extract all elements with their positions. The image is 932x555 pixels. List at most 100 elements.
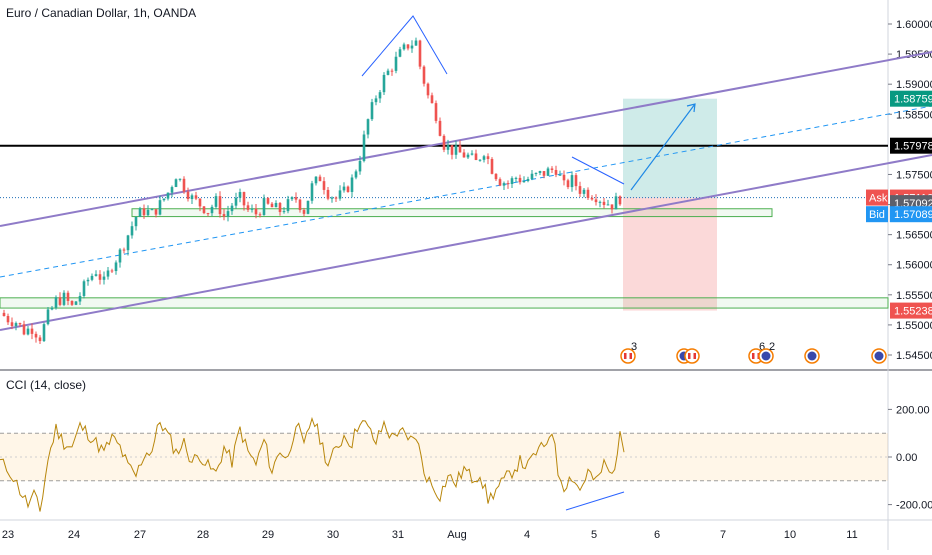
cci-indicator-title[interactable]: CCI (14, close)	[6, 378, 87, 392]
candle-body	[18, 323, 22, 325]
candle-body	[6, 316, 10, 323]
candle-body	[394, 56, 398, 71]
candle-body	[210, 206, 214, 214]
eu-globe-fill	[807, 351, 817, 361]
candle-body	[298, 199, 302, 211]
candle-body	[378, 92, 382, 99]
candle-body	[366, 119, 370, 135]
candle-body	[178, 178, 182, 180]
time-axis-label: 24	[68, 529, 80, 541]
bid-label: Bid	[869, 209, 885, 221]
candle-body	[442, 135, 446, 150]
candle-body	[334, 197, 338, 199]
candle-body	[562, 174, 566, 181]
candle-body	[142, 208, 146, 216]
cci-tick-label: 0.00	[896, 452, 917, 464]
candle-body	[46, 309, 50, 325]
candle-body	[130, 226, 134, 236]
candle-body	[370, 102, 374, 120]
candle-body	[586, 189, 590, 198]
candle-body	[10, 322, 14, 326]
target-price-tag: 1.58759	[894, 94, 932, 106]
candle-body	[502, 183, 506, 186]
candle-body	[94, 274, 98, 276]
price-tick-label: 1.54500	[896, 350, 932, 362]
price-tick-label: 1.60000	[896, 19, 932, 31]
candle-body	[474, 153, 478, 161]
candle-body	[226, 211, 230, 217]
candle-body	[170, 187, 174, 193]
candle-body	[402, 44, 406, 50]
candle-body	[382, 74, 386, 93]
candle-body	[242, 192, 246, 206]
price-tick-label: 1.59000	[896, 79, 932, 91]
candle-body	[418, 40, 422, 67]
candle-body	[254, 208, 258, 215]
candle-body	[138, 208, 142, 217]
candle-body	[578, 186, 582, 194]
candle-body	[494, 173, 498, 180]
peak-chevron-drawing[interactable]	[361, 15, 448, 77]
candle-body	[426, 83, 430, 96]
channel-lower-line[interactable]	[0, 154, 932, 331]
candle-body	[302, 210, 306, 214]
candle-body	[22, 324, 26, 335]
time-axis-label: 4	[524, 529, 530, 541]
candle-body	[354, 171, 358, 178]
candle-body	[282, 211, 286, 213]
candle-body	[270, 203, 274, 208]
candle-body	[102, 276, 106, 280]
candle-body	[470, 153, 474, 155]
candle-body	[414, 40, 418, 46]
time-axis-label: 27	[134, 529, 146, 541]
price-divergence-line[interactable]	[571, 156, 625, 185]
candle-body	[374, 98, 378, 103]
target-price-tag-bg	[890, 90, 932, 107]
time-axis-label: 11	[846, 529, 857, 541]
candle-body	[322, 181, 326, 190]
candle-body	[486, 156, 490, 159]
bid-price-tag: 1.57089	[894, 209, 932, 221]
event-count: 6	[759, 341, 765, 353]
eu-globe-fill	[874, 351, 884, 361]
support-zone-upper[interactable]	[131, 208, 773, 218]
candle-body	[190, 195, 194, 200]
candle-body	[202, 206, 206, 214]
candle-body	[198, 198, 202, 207]
support-zone-lower[interactable]	[0, 297, 889, 309]
resistance-price-tag-bg	[890, 137, 932, 154]
candle-body	[266, 198, 270, 204]
channel-mid-dashed-line[interactable]	[0, 105, 932, 278]
candle-body	[246, 205, 250, 210]
candle-body	[234, 197, 238, 206]
canada-flag-center	[626, 353, 630, 359]
candle-body	[506, 183, 510, 185]
time-axis-label: 23	[2, 529, 14, 541]
candle-body	[422, 66, 426, 84]
channel-upper-line[interactable]	[0, 51, 932, 227]
projection-arrow-head	[686, 103, 696, 113]
candle-body	[34, 333, 38, 338]
stop-price-tag: 1.55238	[894, 306, 932, 318]
candle-body	[446, 145, 450, 150]
candle-body	[598, 201, 602, 203]
candle-body	[618, 196, 622, 205]
cci-line[interactable]	[0, 416, 625, 512]
candle-body	[590, 197, 594, 200]
projection-arrow-line[interactable]	[630, 103, 696, 191]
cci-band	[0, 433, 888, 481]
candle-body	[306, 200, 310, 214]
candle-body	[274, 202, 278, 208]
candle-body	[534, 172, 538, 174]
candle-body	[26, 328, 30, 335]
cci-divergence-line[interactable]	[565, 491, 625, 511]
candle-body	[206, 213, 210, 215]
candle-body	[122, 249, 126, 251]
candle-body	[98, 274, 102, 280]
candle-body	[162, 198, 166, 201]
candle-body	[150, 209, 154, 211]
candle-body	[326, 189, 330, 199]
